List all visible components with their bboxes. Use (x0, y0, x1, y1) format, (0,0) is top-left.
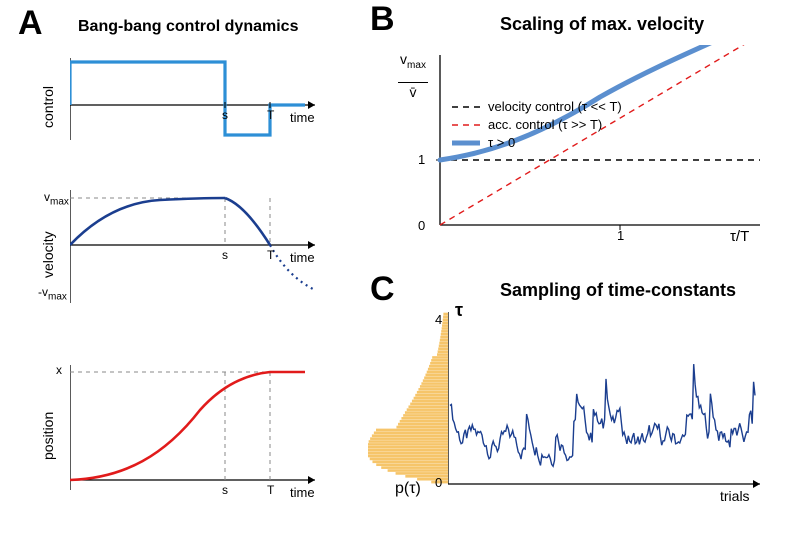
panel-b-tick-x1: 1 (617, 228, 624, 243)
panel-a-control-tick-s: s (222, 108, 228, 122)
panel-c-trace-plot (448, 312, 768, 492)
panel-b-legend-2: τ > 0 (488, 135, 515, 150)
panel-a-control-tick-T: T (267, 108, 274, 122)
panel-b-label: B (370, 0, 395, 39)
panel-a-velocity-xlabel: time (290, 250, 315, 265)
panel-b-ylabel: vmax v̄ (398, 52, 428, 99)
panel-b-legend-lines (450, 100, 484, 154)
panel-a-position-tick-s: s (222, 483, 228, 497)
panel-c-histogram (368, 312, 448, 487)
panel-b-title: Scaling of max. velocity (500, 14, 704, 35)
panel-b-xlabel: τ/T (730, 228, 749, 245)
panel-a-velocity-neg-vmax: -vmax (38, 285, 67, 302)
panel-b-tick-y0: 0 (418, 218, 425, 233)
panel-a-velocity-ylabel: velocity (40, 231, 56, 278)
panel-a-label: A (18, 4, 43, 43)
panel-b-legend-1: acc. control (τ >> T) (488, 117, 602, 132)
panel-c-label: C (370, 270, 395, 309)
panel-c-ylabel: τ (455, 300, 463, 321)
panel-a-velocity-tick-s: s (222, 248, 228, 262)
panel-a-velocity-plot (70, 185, 330, 305)
panel-a-title: Bang-bang control dynamics (78, 18, 298, 36)
panel-c-xlabel: trials (720, 488, 750, 504)
panel-c-tick-y4: 4 (435, 312, 442, 327)
panel-b-legend-0: velocity control (τ << T) (488, 99, 622, 114)
panel-a-velocity-vmax: vmax (44, 190, 69, 207)
panel-a-position-plot (70, 360, 330, 495)
panel-a-position-x: x (56, 363, 62, 377)
panel-c-title: Sampling of time-constants (500, 280, 736, 301)
panel-a-position-xlabel: time (290, 485, 315, 500)
panel-a-control-plot (70, 50, 330, 140)
panel-a-control-ylabel: control (40, 86, 56, 128)
panel-a-position-ylabel: position (40, 412, 56, 460)
panel-a-velocity-tick-T: T (267, 248, 274, 262)
panel-b-tick-y1: 1 (418, 152, 425, 167)
panel-a-control-xlabel: time (290, 110, 315, 125)
panel-c-hist-label: p(τ) (395, 480, 421, 498)
panel-a-position-tick-T: T (267, 483, 274, 497)
panel-c-tick-y0: 0 (435, 475, 442, 490)
